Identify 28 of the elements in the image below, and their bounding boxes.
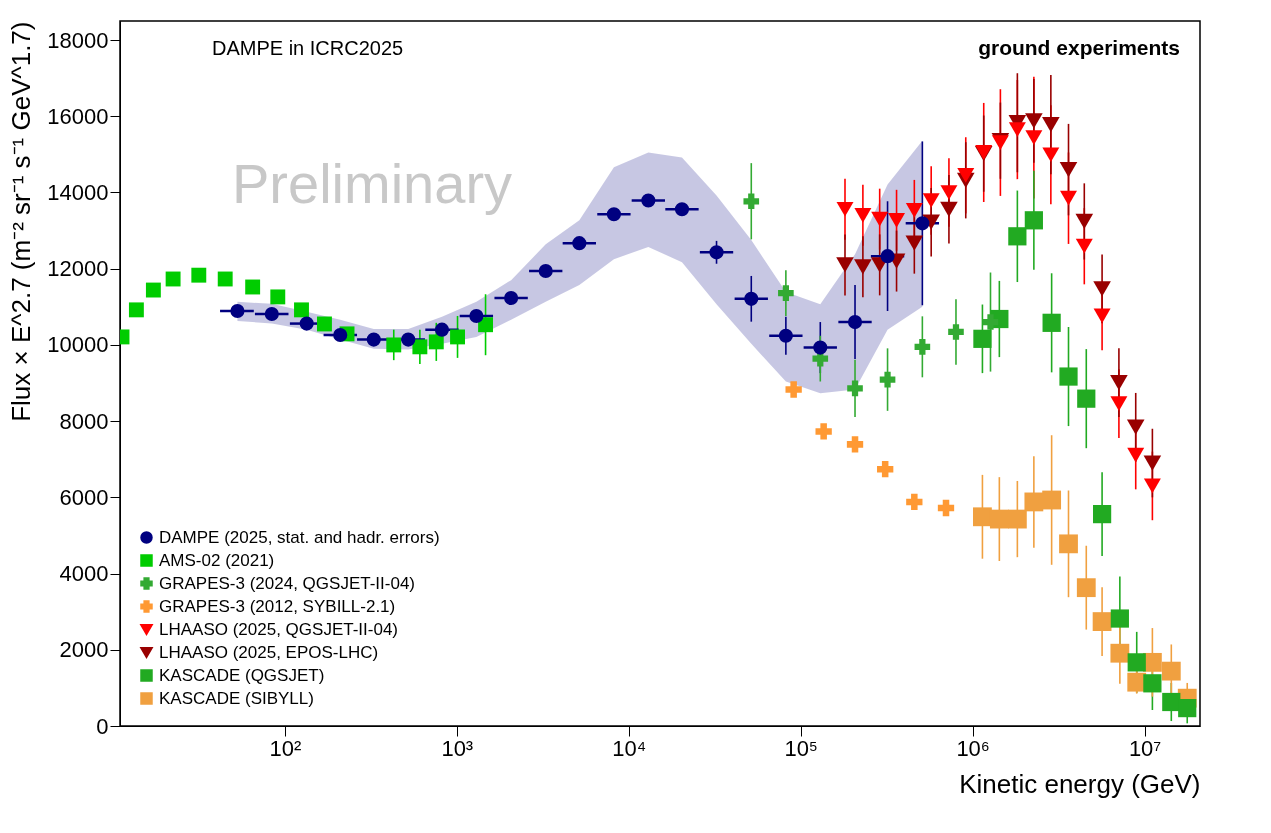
y-tick-label: 4000 <box>59 561 109 587</box>
legend-label: AMS-02 (2021) <box>159 550 275 570</box>
legend-label: GRAPES-3 (2024, QGSJET-II-04) <box>159 573 416 593</box>
y-tick-label: 10000 <box>47 332 109 358</box>
legend-label: LHAASO (2025, EPOS-LHC) <box>159 642 379 662</box>
y-tick-label: 16000 <box>47 103 109 129</box>
y-tick-label: 14000 <box>47 179 109 205</box>
y-tick-label: 18000 <box>47 27 109 53</box>
legend-label: DAMPE (2025, stat. and hadr. errors) <box>159 527 440 547</box>
x-tick-label: 10² <box>269 735 302 761</box>
y-axis-title: Flux × E^2.7 (m⁻² sr⁻¹ s⁻¹ GeV^1.7) <box>6 21 37 422</box>
annotation: DAMPE in ICRC2025 <box>212 37 404 59</box>
x-tick-label: 10⁵ <box>784 735 818 761</box>
legend-label: KASCADE (QGSJET) <box>159 665 325 685</box>
x-tick-label: 10³ <box>441 735 474 761</box>
x-tick-label: 10⁷ <box>1128 735 1162 761</box>
x-tick-label: 10⁶ <box>956 735 990 761</box>
y-tick-label: 8000 <box>59 408 109 434</box>
y-tick-label: 12000 <box>47 256 109 282</box>
x-tick-label: 10⁴ <box>612 735 647 761</box>
y-tick-label: 6000 <box>59 484 109 510</box>
y-tick-label: 2000 <box>59 637 109 663</box>
x-axis-title: Kinetic energy (GeV) <box>959 768 1201 799</box>
legend-label: KASCADE (SIBYLL) <box>159 688 314 708</box>
legend-label: LHAASO (2025, QGSJET-II-04) <box>159 619 399 639</box>
y-tick-label: 0 <box>96 713 109 739</box>
legend-label: GRAPES-3 (2012, SYBILL-2.1) <box>159 596 396 616</box>
annotation: ground experiments <box>978 36 1180 59</box>
